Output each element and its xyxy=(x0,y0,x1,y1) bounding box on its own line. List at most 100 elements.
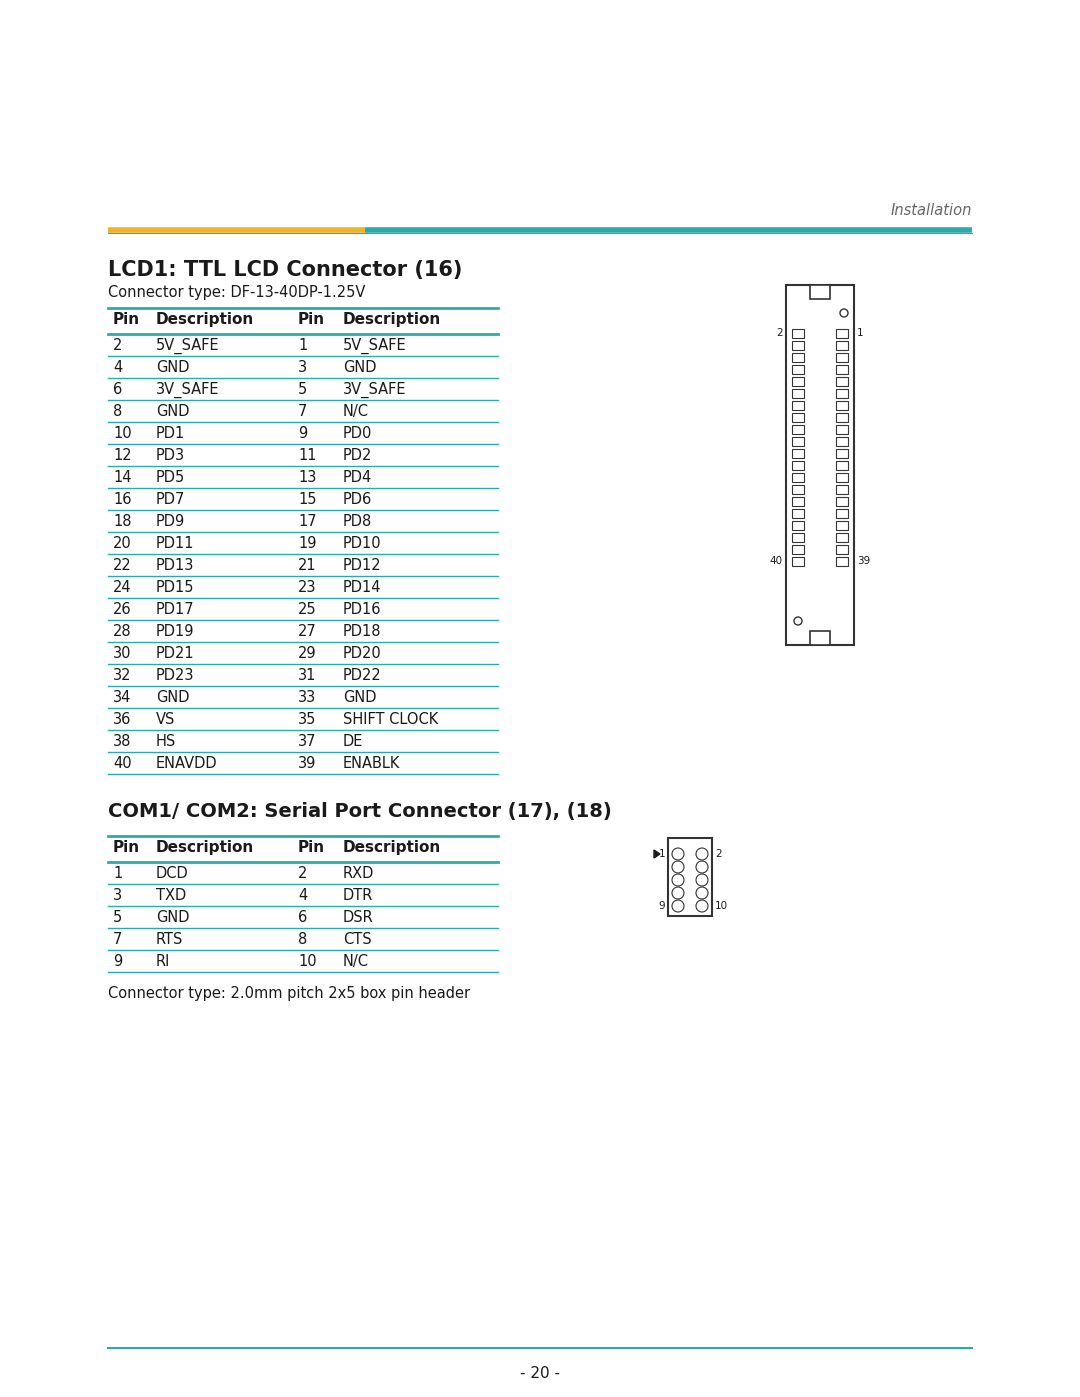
Circle shape xyxy=(696,887,708,900)
Text: Pin: Pin xyxy=(298,840,325,855)
Text: PD5: PD5 xyxy=(156,469,186,485)
Text: PD17: PD17 xyxy=(156,602,194,617)
Text: Description: Description xyxy=(156,312,254,327)
Bar xyxy=(792,534,804,542)
Bar xyxy=(836,365,848,374)
Text: PD20: PD20 xyxy=(343,645,381,661)
Text: 3: 3 xyxy=(298,360,307,374)
Bar xyxy=(792,474,804,482)
Circle shape xyxy=(794,617,802,624)
Text: PD1: PD1 xyxy=(156,426,186,441)
Bar xyxy=(810,285,831,299)
Text: 5: 5 xyxy=(298,381,307,397)
Text: 19: 19 xyxy=(298,536,316,550)
Text: HS: HS xyxy=(156,733,176,749)
Text: PD6: PD6 xyxy=(343,492,373,507)
Bar xyxy=(792,485,804,495)
Text: 7: 7 xyxy=(298,404,308,419)
Bar xyxy=(792,377,804,386)
Text: 2: 2 xyxy=(777,328,783,338)
Bar xyxy=(792,425,804,434)
Bar xyxy=(836,341,848,351)
Text: Description: Description xyxy=(343,312,442,327)
Text: 37: 37 xyxy=(298,733,316,749)
Bar xyxy=(792,461,804,469)
Circle shape xyxy=(696,900,708,912)
Text: PD0: PD0 xyxy=(343,426,373,441)
Text: Pin: Pin xyxy=(113,840,140,855)
Text: PD15: PD15 xyxy=(156,580,194,595)
Text: DTR: DTR xyxy=(343,888,374,902)
Text: 10: 10 xyxy=(715,901,728,911)
Text: 35: 35 xyxy=(298,712,316,726)
Text: 27: 27 xyxy=(298,624,316,638)
Bar xyxy=(836,353,848,362)
Text: PD22: PD22 xyxy=(343,668,381,683)
Bar xyxy=(836,534,848,542)
Text: 30: 30 xyxy=(113,645,132,661)
Bar xyxy=(792,448,804,458)
Text: RI: RI xyxy=(156,954,171,970)
Text: 5V_SAFE: 5V_SAFE xyxy=(156,338,219,355)
Bar xyxy=(836,330,848,338)
Text: Pin: Pin xyxy=(113,312,140,327)
Polygon shape xyxy=(654,849,660,858)
Text: 11: 11 xyxy=(298,448,316,462)
Text: PD3: PD3 xyxy=(156,448,185,462)
Text: 6: 6 xyxy=(113,381,122,397)
Text: 40: 40 xyxy=(770,556,783,567)
Text: PD13: PD13 xyxy=(156,557,194,573)
Text: 6: 6 xyxy=(298,909,307,925)
Bar xyxy=(836,401,848,409)
Text: PD12: PD12 xyxy=(343,557,381,573)
Bar xyxy=(836,545,848,555)
Text: 2: 2 xyxy=(715,849,721,859)
Text: 34: 34 xyxy=(113,690,132,705)
Text: PD8: PD8 xyxy=(343,514,373,529)
Text: ENABLK: ENABLK xyxy=(343,756,401,771)
Text: GND: GND xyxy=(156,909,189,925)
Text: 8: 8 xyxy=(113,404,122,419)
Text: GND: GND xyxy=(343,360,377,374)
Text: 36: 36 xyxy=(113,712,132,726)
Text: 13: 13 xyxy=(298,469,316,485)
Text: 39: 39 xyxy=(858,556,870,567)
Bar xyxy=(836,388,848,398)
Text: 1: 1 xyxy=(659,849,665,859)
Text: COM1/ COM2: Serial Port Connector (17), (18): COM1/ COM2: Serial Port Connector (17), … xyxy=(108,802,611,821)
Bar xyxy=(792,545,804,555)
Text: 5: 5 xyxy=(113,909,122,925)
Text: - 20 -: - 20 - xyxy=(519,1366,561,1382)
Text: Installation: Installation xyxy=(891,203,972,218)
Bar xyxy=(669,838,712,916)
Text: PD23: PD23 xyxy=(156,668,194,683)
Text: 14: 14 xyxy=(113,469,132,485)
Text: RTS: RTS xyxy=(156,932,184,947)
Bar xyxy=(792,401,804,409)
Text: DE: DE xyxy=(343,733,363,749)
Bar xyxy=(792,365,804,374)
Circle shape xyxy=(672,875,684,886)
Text: 24: 24 xyxy=(113,580,132,595)
Text: SHIFT CLOCK: SHIFT CLOCK xyxy=(343,712,438,726)
Text: PD16: PD16 xyxy=(343,602,381,617)
Text: CTS: CTS xyxy=(343,932,372,947)
Text: GND: GND xyxy=(156,404,189,419)
Bar xyxy=(836,377,848,386)
Bar xyxy=(792,330,804,338)
Circle shape xyxy=(696,848,708,861)
Bar xyxy=(792,521,804,529)
Text: PD14: PD14 xyxy=(343,580,381,595)
Text: 10: 10 xyxy=(113,426,132,441)
Bar xyxy=(836,474,848,482)
Text: 1: 1 xyxy=(113,866,122,882)
Text: 16: 16 xyxy=(113,492,132,507)
Text: 15: 15 xyxy=(298,492,316,507)
Text: 1: 1 xyxy=(298,338,307,353)
Text: 2: 2 xyxy=(298,866,308,882)
Text: PD7: PD7 xyxy=(156,492,186,507)
Text: 3V_SAFE: 3V_SAFE xyxy=(343,381,406,398)
Text: PD9: PD9 xyxy=(156,514,186,529)
Text: Description: Description xyxy=(156,840,254,855)
Text: 32: 32 xyxy=(113,668,132,683)
